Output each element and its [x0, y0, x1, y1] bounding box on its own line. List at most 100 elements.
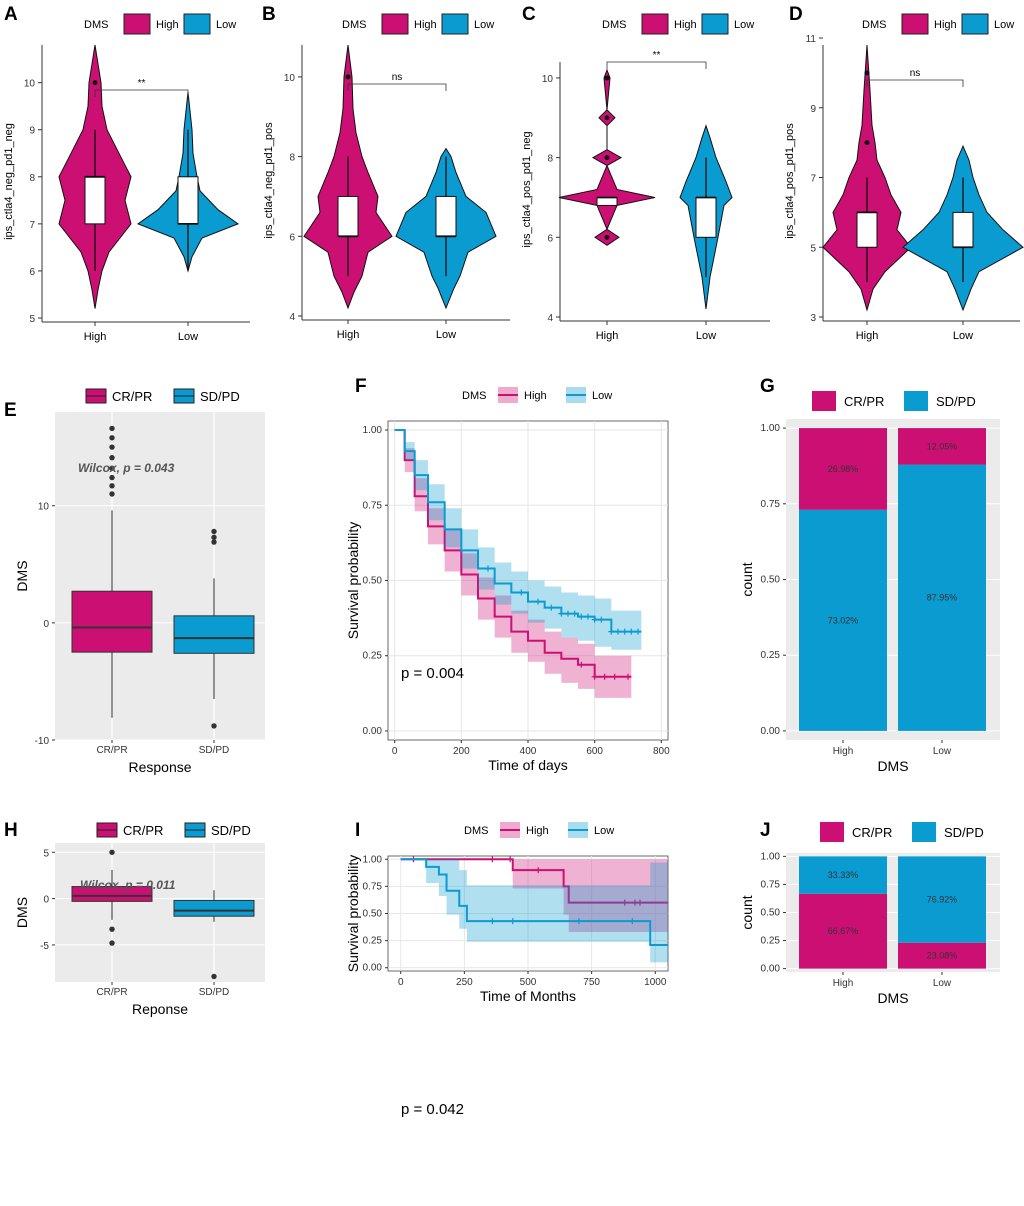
x-tick-label: Low: [436, 329, 456, 341]
y-tick-label: 5: [810, 243, 816, 254]
y-axis-title: DMS: [14, 897, 30, 928]
outlier-point: [864, 140, 870, 146]
y-tick-label: 0: [43, 895, 49, 906]
censor-mark: [575, 918, 582, 925]
panel-letter: G: [760, 376, 775, 397]
legend-title: DMS: [84, 19, 108, 31]
panel-letter: C: [522, 4, 536, 25]
bar-value-label: 23.08%: [927, 951, 958, 961]
y-tick-label: 0.50: [363, 909, 383, 920]
censor-mark: [485, 565, 491, 572]
legend-key-low: [441, 13, 469, 35]
x-axis-title: Response: [128, 759, 191, 775]
legend-title: DMS: [342, 19, 366, 31]
x-tick-label: 800: [653, 746, 670, 757]
y-tick-label: 1.00: [761, 851, 781, 862]
significance-bracket: [347, 83, 447, 91]
legend-label: Low: [216, 19, 236, 31]
panel-letter: E: [4, 400, 17, 421]
censor-mark: [585, 613, 591, 620]
y-tick-label: 8: [547, 154, 553, 165]
bar-value-label: 76.92%: [927, 895, 958, 905]
censor-mark: [625, 673, 631, 680]
legend-key: [820, 822, 844, 842]
panel-D: D DMS High Low 3 5 7 9 11 High Low ips_ctla4_pos_pd…: [784, 4, 1024, 342]
x-tick-label: 200: [453, 746, 470, 757]
x-tick-label: 250: [456, 977, 473, 988]
y-tick-label: 6: [547, 233, 553, 244]
y-axis-title: ips_ctla4_pos_pd1_pos: [784, 123, 796, 239]
x-tick-label: SD/PD: [199, 987, 230, 998]
x-tick-label: Low: [933, 978, 952, 989]
y-tick-label: 4: [289, 312, 295, 323]
outlier-point: [604, 155, 610, 161]
censor-mark: [601, 673, 608, 680]
censor-mark: [565, 610, 571, 617]
panel-letter: B: [262, 4, 276, 25]
y-tick-label: 5: [43, 848, 49, 859]
x-axis-title: DMS: [877, 758, 908, 774]
bar-value-label: 87.95%: [927, 593, 958, 603]
censor-mark: [548, 604, 555, 611]
legend-label: CR/PR: [852, 825, 892, 840]
p-value: p = 0.042: [401, 1101, 464, 1118]
legend-label: CR/PR: [123, 823, 163, 838]
y-tick-label: 6: [29, 267, 35, 278]
y-tick-label: 0.00: [761, 964, 781, 975]
x-tick-label: SD/PD: [199, 745, 230, 756]
censor-mark: [615, 628, 621, 635]
legend-label: CR/PR: [112, 389, 152, 404]
y-tick-label: 0.75: [363, 881, 383, 892]
censor-mark: [611, 673, 618, 680]
ci-band-low: [400, 859, 668, 963]
y-tick-label: 1.00: [363, 854, 383, 865]
panel-letter: H: [4, 820, 18, 841]
panel-letter: A: [4, 4, 18, 25]
y-tick-label: 7: [810, 174, 816, 185]
x-tick-label: 400: [520, 746, 537, 757]
y-tick-label: 0.75: [761, 499, 781, 510]
legend-label: SD/PD: [200, 389, 240, 404]
censor-mark: [489, 918, 496, 925]
y-axis-title: ips_ctla4_neg_pd1_pos: [263, 122, 275, 239]
y-tick-label: 0.25: [363, 936, 383, 947]
censor-mark: [637, 899, 643, 906]
x-tick-label: Low: [953, 330, 973, 342]
survival-curve-low: [400, 858, 668, 946]
panel-I: I DMS High Low 0 250 500 750 1000 0.00 0.25 0.50 0.7…: [345, 820, 669, 1118]
p-value: p = 0.004: [401, 665, 464, 682]
y-axis-title: ips_ctla4_pos_pd1_neg: [521, 131, 533, 247]
violin-high: [822, 44, 912, 312]
legend-title: DMS: [464, 825, 488, 837]
box-iqr: [435, 195, 457, 237]
significance-label: **: [138, 78, 146, 89]
box-iqr: [596, 196, 618, 206]
y-axis-title: count: [739, 895, 755, 929]
outlier-point: [211, 528, 217, 535]
legend-label: SD/PD: [944, 825, 984, 840]
censor-mark: [598, 616, 605, 623]
x-axis-title: DMS: [877, 990, 908, 1006]
legend-key-high: [123, 13, 151, 35]
outlier-point: [109, 425, 115, 432]
legend-key: [812, 391, 836, 411]
y-tick-label: 0.25: [363, 651, 383, 662]
bar-value-label: 12.05%: [927, 441, 958, 451]
x-tick-label: 750: [583, 977, 600, 988]
box-iqr: [84, 176, 106, 225]
legend-key-low: [183, 13, 211, 35]
panel-A: A DMS High Low 5 6 7 8 9 10 High Low ips_ctla4_neg_p…: [3, 4, 250, 343]
outlier-point: [109, 940, 115, 946]
significance-bracket: [606, 61, 707, 69]
y-tick-label: 7: [29, 220, 35, 231]
censor-mark: [591, 673, 598, 680]
censor-mark: [628, 628, 635, 635]
panel-letter: F: [355, 376, 367, 397]
legend-label: Low: [474, 19, 494, 31]
y-tick-label: 3: [810, 313, 816, 324]
y-tick-label: 1.00: [761, 423, 781, 434]
outlier-point: [109, 465, 115, 471]
ci-band-low: [394, 430, 642, 650]
bar-value-label: 33.33%: [828, 870, 859, 880]
bar-crpr: [898, 942, 986, 969]
